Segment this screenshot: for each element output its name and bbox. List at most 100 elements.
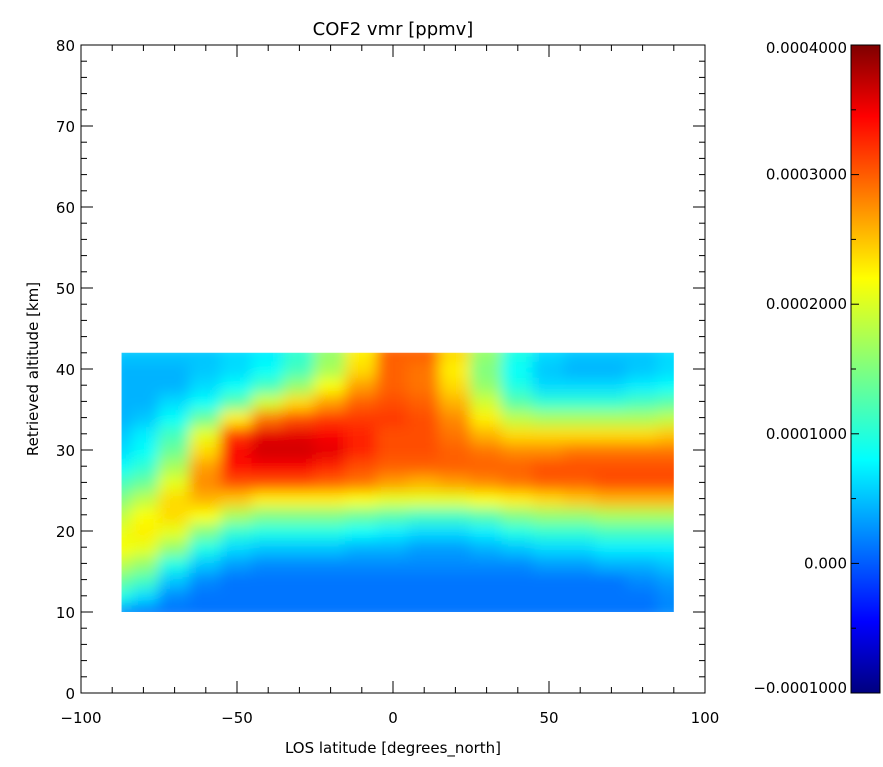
- heatmap-cell: [282, 352, 316, 362]
- heatmap-cell: [594, 424, 628, 443]
- heatmap-cell: [470, 570, 504, 589]
- heatmap-cell: [532, 440, 566, 460]
- heatmap-cell: [131, 538, 160, 557]
- heatmap-cell: [251, 440, 285, 460]
- heatmap-cell: [563, 505, 597, 524]
- heatmap-cell: [376, 538, 410, 557]
- heatmap-cell: [657, 376, 674, 395]
- heatmap-cell: [438, 586, 472, 605]
- heatmap-cell: [470, 505, 504, 524]
- heatmap-cell: [501, 602, 535, 612]
- heatmap-cell: [470, 586, 504, 605]
- heatmap-cell: [470, 392, 504, 411]
- y-tick-label: 50: [56, 280, 75, 298]
- heatmap-cell: [438, 538, 472, 557]
- heatmap-cell: [532, 392, 566, 411]
- heatmap-cell: [189, 505, 223, 524]
- heatmap-cell: [470, 408, 504, 427]
- heatmap-cell: [121, 538, 134, 557]
- heatmap-cell: [438, 376, 472, 395]
- heatmap-cell: [532, 521, 566, 541]
- heatmap-cell: [314, 424, 348, 443]
- heatmap-cell: [121, 440, 134, 460]
- heatmap-cell: [131, 424, 160, 443]
- heatmap-cell: [594, 359, 628, 379]
- heatmap-cell: [438, 521, 472, 541]
- heatmap-cell: [158, 602, 192, 612]
- heatmap-cell: [626, 505, 660, 524]
- heatmap-cell: [282, 602, 316, 612]
- heatmap-cell: [314, 489, 348, 508]
- heatmap-cell: [626, 457, 660, 476]
- heatmap-cell: [121, 505, 134, 524]
- heatmap-cell: [220, 554, 254, 573]
- heatmap-cell: [657, 602, 674, 612]
- heatmap-cell: [563, 440, 597, 460]
- heatmap-cell: [407, 408, 441, 427]
- heatmap-cell: [189, 424, 223, 443]
- heatmap-cell: [626, 376, 660, 395]
- x-tick-label: −100: [60, 709, 101, 727]
- heatmap-cell: [626, 489, 660, 508]
- heatmap-cell: [314, 352, 348, 362]
- heatmap-cell: [438, 392, 472, 411]
- heatmap-cell: [470, 473, 504, 492]
- heatmap-cell: [345, 408, 379, 427]
- heatmap-cell: [532, 602, 566, 612]
- heatmap-cell: [594, 538, 628, 557]
- heatmap-cell: [532, 489, 566, 508]
- x-tick-label: 50: [539, 709, 558, 727]
- heatmap-cell: [376, 457, 410, 476]
- heatmap-cell: [470, 489, 504, 508]
- y-tick-label: 0: [65, 685, 75, 703]
- heatmap-cell: [282, 586, 316, 605]
- y-axis-ticks: 0 10 20 30 40 50 60 70 80: [56, 37, 705, 703]
- heatmap-cell: [563, 473, 597, 492]
- heatmap-cell: [376, 352, 410, 362]
- heatmap-cell: [314, 521, 348, 541]
- colorbar-tick-label: 0.0004000: [766, 39, 847, 57]
- heatmap-cell: [282, 408, 316, 427]
- heatmap-cell: [158, 538, 192, 557]
- heatmap-cell: [594, 376, 628, 395]
- heatmap-cell: [470, 457, 504, 476]
- heatmap-cell: [407, 489, 441, 508]
- heatmap-cell: [131, 457, 160, 476]
- heatmap-cell: [657, 505, 674, 524]
- heatmap-cell: [131, 352, 160, 362]
- heatmap-cell: [220, 473, 254, 492]
- heatmap-cell: [121, 570, 134, 589]
- colorbar-tick-label: 0.000: [804, 554, 847, 572]
- heatmap-cell: [251, 521, 285, 541]
- heatmap-cell: [251, 489, 285, 508]
- y-tick-label: 30: [56, 442, 75, 460]
- heatmap-cell: [470, 554, 504, 573]
- x-tick-label: −50: [221, 709, 253, 727]
- heatmap-cell: [121, 408, 134, 427]
- y-tick-label: 20: [56, 523, 75, 541]
- heatmap-cell: [189, 457, 223, 476]
- heatmap-cell: [438, 505, 472, 524]
- heatmap-cell: [345, 392, 379, 411]
- heatmap-cell: [470, 602, 504, 612]
- heatmap-cell: [314, 586, 348, 605]
- heatmap-cell: [131, 489, 160, 508]
- heatmap-cell: [626, 440, 660, 460]
- heatmap-cell: [251, 538, 285, 557]
- heatmap-cell: [158, 408, 192, 427]
- heatmap-cell: [220, 457, 254, 476]
- heatmap-cell: [407, 359, 441, 379]
- y-tick-label: 60: [56, 199, 75, 217]
- heatmap-cell: [407, 376, 441, 395]
- heatmap-cell: [158, 440, 192, 460]
- heatmap-cell: [251, 359, 285, 379]
- heatmap-cell: [532, 424, 566, 443]
- heatmap-cell: [220, 602, 254, 612]
- heatmap-cell: [282, 392, 316, 411]
- heatmap-cell: [594, 392, 628, 411]
- heatmap-cell: [345, 521, 379, 541]
- heatmap-cell: [407, 424, 441, 443]
- heatmap-cell: [563, 489, 597, 508]
- heatmap-cell: [282, 473, 316, 492]
- heatmap-cell: [438, 489, 472, 508]
